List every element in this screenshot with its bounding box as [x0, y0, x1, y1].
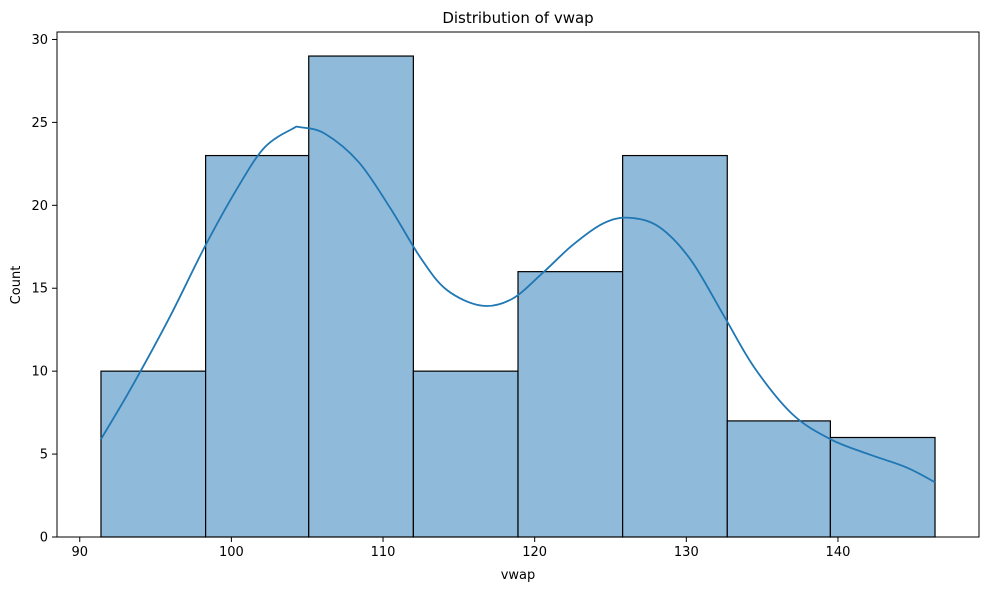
- bars-group: [100, 55, 936, 538]
- y-tick-label: 0: [40, 531, 48, 546]
- x-tick-label: 90: [71, 545, 88, 560]
- y-axis-ticks: 0 5 10 15 20 25 30: [31, 33, 57, 546]
- histogram-bar-8: [829, 436, 936, 538]
- x-tick-label: 130: [674, 545, 699, 560]
- kde-line: [100, 125, 936, 484]
- chart-title: Distribution of vwap: [442, 9, 593, 27]
- histogram-bar-1: [100, 370, 207, 538]
- histogram-bar-3: [308, 55, 414, 538]
- histogram-bar-7: [726, 420, 831, 538]
- histogram-bar-6: [622, 154, 728, 538]
- x-tick-label: 100: [219, 545, 244, 560]
- y-tick-label: 30: [31, 33, 48, 48]
- x-tick-label: 110: [371, 545, 396, 560]
- plot-frame: [56, 31, 980, 538]
- y-axis-label: Count: [9, 266, 24, 305]
- y-tick-label: 15: [31, 282, 48, 297]
- histogram-bar-2: [205, 154, 310, 538]
- y-tick-label: 25: [31, 116, 48, 131]
- x-tick-label: 120: [522, 545, 547, 560]
- histogram-bar-5: [517, 271, 624, 538]
- x-axis-ticks: 90 100 110 120 130 140: [71, 537, 850, 560]
- x-tick-label: 140: [826, 545, 851, 560]
- histogram-bar-4: [412, 370, 519, 538]
- y-tick-label: 5: [40, 448, 48, 463]
- y-tick-label: 20: [31, 199, 48, 214]
- kde-group: [100, 125, 936, 484]
- x-axis-label: vwap: [501, 568, 536, 583]
- y-tick-label: 10: [31, 365, 48, 380]
